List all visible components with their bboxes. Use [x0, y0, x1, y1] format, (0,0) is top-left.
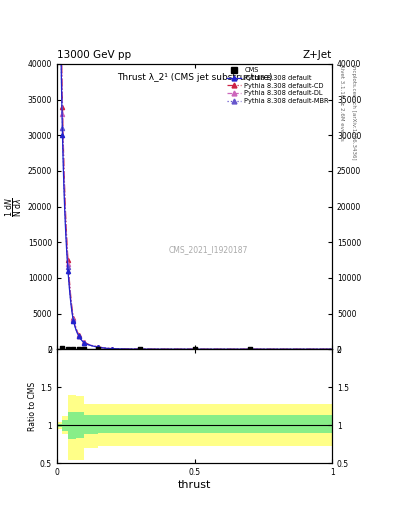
Pythia 8.308 default-DL — [103, 345, 107, 351]
Pythia 8.308 default-MBR — [103, 345, 107, 351]
Pythia 8.308 default-DL — [136, 346, 140, 352]
Point — [59, 344, 66, 352]
Point — [136, 345, 143, 353]
Point — [81, 345, 88, 353]
Pythia 8.308 default-CD — [227, 346, 232, 352]
Pythia 8.308 default-CD — [200, 346, 204, 352]
Line: Pythia 8.308 default: Pythia 8.308 default — [57, 0, 332, 349]
Y-axis label: Ratio to CMS: Ratio to CMS — [28, 382, 37, 431]
Line: Pythia 8.308 default-DL: Pythia 8.308 default-DL — [57, 0, 332, 349]
Text: Z+Jet: Z+Jet — [303, 50, 332, 60]
Pythia 8.308 default-CD — [248, 346, 253, 352]
Pythia 8.308 default-DL — [227, 346, 232, 352]
Pythia 8.308 default-CD — [136, 346, 140, 352]
Point — [246, 345, 253, 353]
Pythia 8.308 default-DL — [330, 346, 334, 352]
Pythia 8.308 default — [88, 343, 93, 349]
Pythia 8.308 default-MBR — [330, 346, 334, 352]
Pythia 8.308 default-CD — [169, 346, 174, 352]
Pythia 8.308 default-CD — [103, 345, 107, 351]
Legend: CMS, Pythia 8.308 default, Pythia 8.308 default-CD, Pythia 8.308 default-DL, Pyt: CMS, Pythia 8.308 default, Pythia 8.308 … — [226, 66, 330, 105]
Pythia 8.308 default-CD — [88, 342, 93, 348]
Pythia 8.308 default — [169, 346, 174, 352]
Pythia 8.308 default — [330, 346, 334, 352]
Text: CMS_2021_I1920187: CMS_2021_I1920187 — [169, 245, 248, 254]
X-axis label: thrust: thrust — [178, 480, 211, 490]
Pythia 8.308 default-MBR — [88, 343, 93, 349]
Pythia 8.308 default-CD — [330, 346, 334, 352]
Pythia 8.308 default — [200, 346, 204, 352]
Pythia 8.308 default-DL — [248, 346, 253, 352]
Text: Rivet 3.1.10, ≥ 2.6M events: Rivet 3.1.10, ≥ 2.6M events — [339, 64, 344, 141]
Text: 13000 GeV pp: 13000 GeV pp — [57, 50, 131, 60]
Point — [65, 345, 71, 353]
Point — [70, 345, 77, 353]
Pythia 8.308 default-MBR — [248, 346, 253, 352]
Line: Pythia 8.308 default-CD: Pythia 8.308 default-CD — [57, 0, 332, 349]
Text: Thrust λ_2¹ (CMS jet substructure): Thrust λ_2¹ (CMS jet substructure) — [117, 73, 272, 81]
Pythia 8.308 default-DL — [200, 346, 204, 352]
Pythia 8.308 default — [136, 346, 140, 352]
Pythia 8.308 default — [103, 345, 107, 351]
Pythia 8.308 default-DL — [88, 342, 93, 348]
Pythia 8.308 default-MBR — [227, 346, 232, 352]
Pythia 8.308 default — [248, 346, 253, 352]
Pythia 8.308 default-MBR — [200, 346, 204, 352]
Pythia 8.308 default — [227, 346, 232, 352]
Line: Pythia 8.308 default-MBR: Pythia 8.308 default-MBR — [57, 0, 332, 349]
Point — [95, 345, 101, 353]
Point — [76, 345, 82, 353]
Text: mcplots.cern.ch [arXiv:1306.3436]: mcplots.cern.ch [arXiv:1306.3436] — [351, 64, 356, 160]
Pythia 8.308 default-MBR — [136, 346, 140, 352]
Pythia 8.308 default-MBR — [169, 346, 174, 352]
Point — [191, 345, 198, 353]
Y-axis label: $\frac{1}{\mathrm{N}}\frac{\mathrm{d}N}{\mathrm{d}\lambda}$: $\frac{1}{\mathrm{N}}\frac{\mathrm{d}N}{… — [4, 197, 25, 217]
Pythia 8.308 default-DL — [169, 346, 174, 352]
